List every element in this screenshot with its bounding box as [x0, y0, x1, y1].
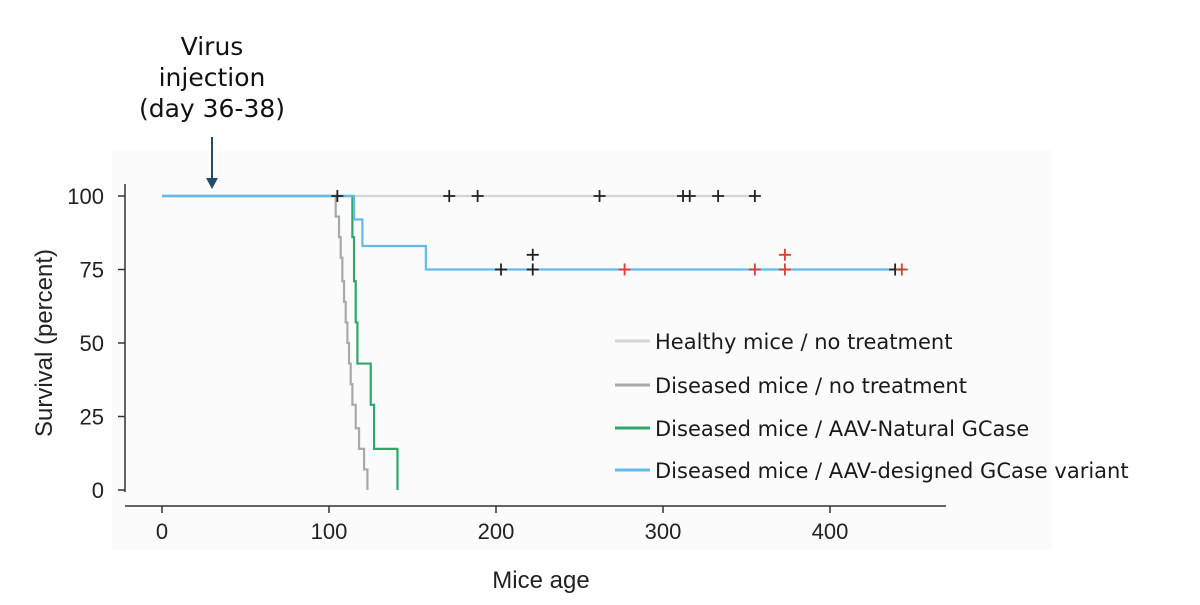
censor-mark [712, 190, 725, 202]
x-tick-label: 200 [478, 519, 515, 544]
injection-annotation: Virus injection (day 36-38) [139, 32, 285, 189]
censor-mark [618, 263, 631, 276]
y-axis-ticks: 0 25 50 75 100 [67, 184, 125, 503]
censor-mark [778, 248, 791, 261]
y-tick-label: 75 [80, 258, 104, 283]
y-tick-label: 50 [80, 331, 104, 356]
x-axis-title: Mice age [492, 567, 589, 594]
series-diseased-untreated [162, 194, 369, 490]
plot-background [112, 150, 1052, 550]
series-aav-designed [162, 194, 906, 271]
censor-mark [495, 263, 508, 276]
censor-marks [331, 190, 908, 276]
y-axis-title: Survival (percent) [31, 249, 58, 437]
censor-mark [526, 248, 539, 261]
legend-item-diseased-untreated[interactable]: Diseased mice / no treatment [615, 374, 967, 398]
censor-mark [748, 190, 761, 202]
legend-label-aav-designed: Diseased mice / AAV-designed GCase varia… [655, 459, 1129, 483]
series-aav-natural [162, 194, 399, 490]
legend-item-healthy[interactable]: Healthy mice / no treatment [615, 330, 952, 354]
censor-mark [471, 190, 484, 202]
x-tick-label: 0 [156, 519, 168, 544]
censor-mark [895, 263, 908, 276]
censor-mark [748, 263, 761, 276]
censor-mark [778, 263, 791, 276]
x-tick-label: 400 [812, 519, 849, 544]
censor-mark [443, 190, 456, 202]
y-tick-label: 25 [80, 405, 104, 430]
y-tick-label: 0 [92, 478, 104, 503]
annotation-line-2: injection [159, 63, 266, 92]
x-tick-label: 300 [645, 519, 682, 544]
x-axis-ticks: 0 100 200 300 400 [156, 506, 848, 544]
legend-item-aav-natural[interactable]: Diseased mice / AAV-Natural GCase [615, 417, 1029, 441]
annotation-line-1: Virus [181, 32, 244, 61]
censor-mark [526, 263, 539, 276]
legend-label-healthy: Healthy mice / no treatment [655, 330, 952, 354]
legend-label-diseased-untreated: Diseased mice / no treatment [655, 374, 967, 398]
legend-label-aav-natural: Diseased mice / AAV-Natural GCase [655, 417, 1029, 441]
legend: Healthy mice / no treatment Diseased mic… [615, 330, 1129, 483]
series-layer [162, 194, 906, 490]
censor-mark [683, 190, 696, 202]
annotation-line-3: (day 36-38) [139, 94, 285, 123]
x-tick-label: 100 [311, 519, 348, 544]
legend-item-aav-designed[interactable]: Diseased mice / AAV-designed GCase varia… [615, 459, 1129, 483]
censor-mark [593, 190, 606, 202]
y-tick-label: 100 [67, 184, 104, 209]
censor-mark [331, 190, 344, 202]
injection-arrow-head [206, 178, 218, 189]
